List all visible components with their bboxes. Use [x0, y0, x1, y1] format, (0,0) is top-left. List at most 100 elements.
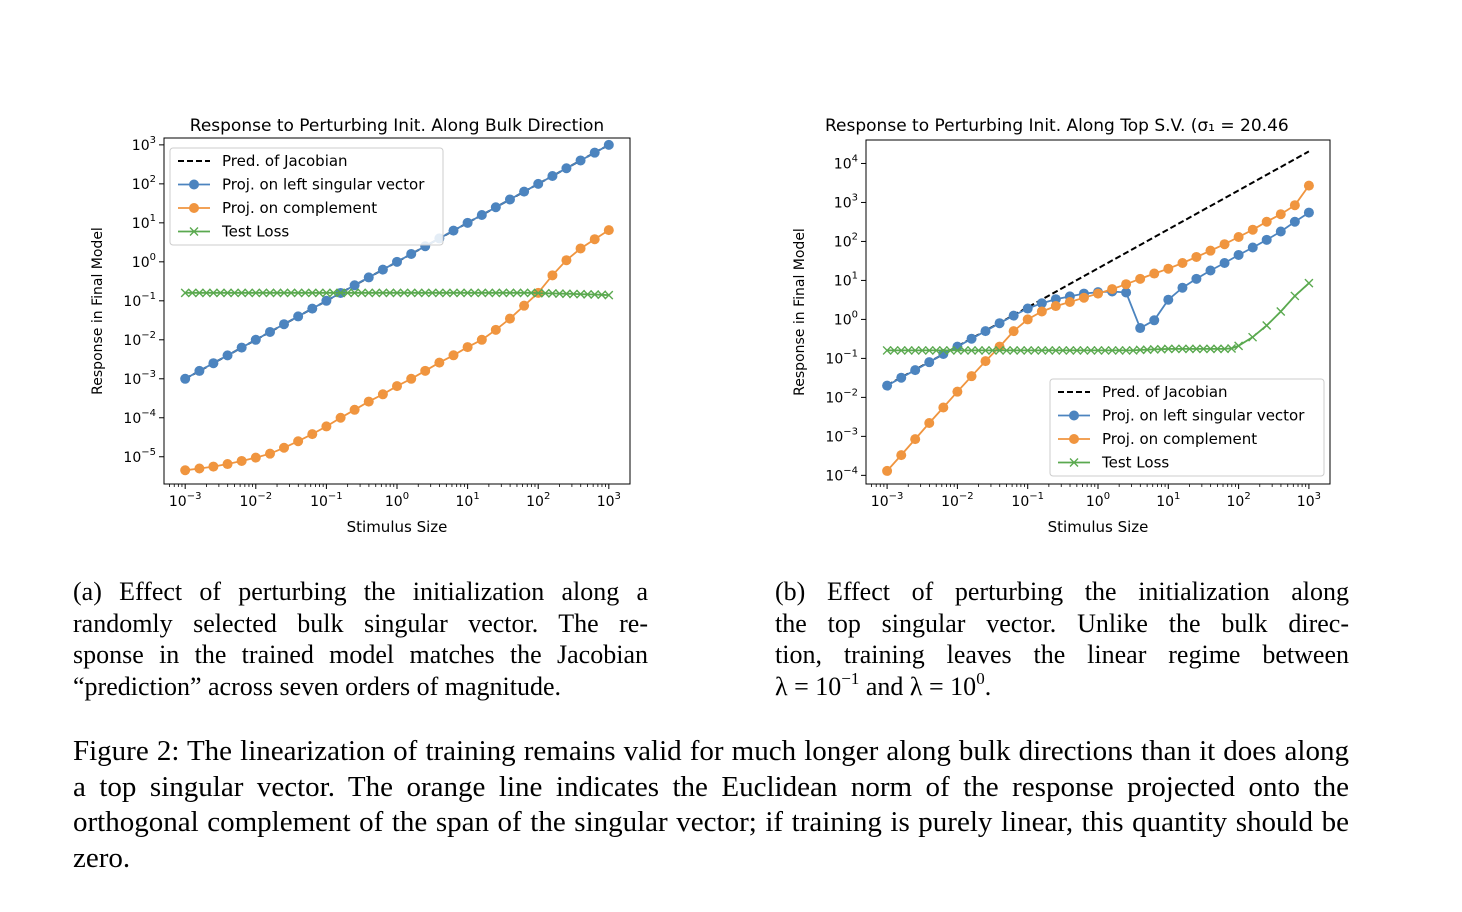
series-proj-on-complement-point — [1233, 231, 1244, 242]
series-test-loss-point — [512, 288, 522, 298]
series-test-loss-point — [1177, 344, 1187, 354]
series-proj-on-complement-point — [1261, 216, 1272, 227]
plot-frame — [865, 139, 1331, 485]
series-proj-on-complement-point — [1022, 314, 1033, 325]
series-test-loss-point — [1128, 345, 1138, 355]
series-proj-on-left-singular-vector-point — [406, 248, 417, 259]
caption-b-lambda-2: and λ = 10 — [859, 671, 977, 701]
series-proj-on-complement-point — [966, 371, 977, 382]
y-tick-label: 10−4 — [123, 408, 156, 427]
series-proj-on-complement-point — [1036, 306, 1047, 317]
caption-a-line: “prediction” across seven orders of magn… — [73, 671, 562, 701]
series-proj-on-complement-point — [293, 436, 304, 447]
caption-b: (b) Effect of perturbing the initializat… — [775, 576, 1349, 702]
series-proj-on-complement-point — [1205, 245, 1216, 256]
series-test-loss-point — [576, 289, 586, 299]
series-test-loss-point — [371, 288, 381, 298]
series-test-loss-point — [1016, 345, 1026, 355]
x-tick-label: 10−3 — [871, 491, 904, 510]
series-proj-on-left-singular-vector-point — [293, 311, 304, 322]
series-test-loss-point — [1065, 345, 1075, 355]
caption-a-line: (a) Effect of perturbing the initializat… — [73, 577, 648, 606]
series-test-loss-point — [399, 288, 409, 298]
series-proj-on-complement-point — [980, 356, 991, 367]
series-test-loss-point — [215, 288, 225, 298]
y-tick-label: 10−5 — [123, 447, 156, 466]
x-tick-label: 102 — [1227, 491, 1251, 510]
x-tick-label: 102 — [526, 491, 550, 510]
series-test-loss-point — [279, 288, 289, 298]
y-tick-label: 100 — [834, 309, 858, 328]
legend-key-marker — [1069, 410, 1079, 421]
series-test-loss-point — [434, 288, 444, 298]
series-test-loss-point — [258, 288, 268, 298]
series-test-loss-point — [1051, 345, 1061, 355]
series-test-loss-point — [1205, 344, 1215, 354]
series-test-loss-point — [265, 288, 275, 298]
series-test-loss-point — [1170, 344, 1180, 354]
series-proj-on-complement-point — [1064, 296, 1075, 307]
series-proj-on-complement-point — [519, 300, 530, 311]
series-proj-on-complement-point — [924, 418, 935, 429]
figure-caption: Figure 2: The linearization of training … — [73, 735, 1349, 874]
series-proj-on-left-singular-vector-point — [1149, 315, 1160, 326]
legend-label: Test Loss — [221, 223, 289, 241]
series-proj-on-complement-point — [1121, 279, 1132, 290]
series-proj-on-left-singular-vector-point — [1191, 273, 1202, 284]
series-test-loss-point — [448, 288, 458, 298]
chart-title: Response to Perturbing Init. Along Bulk … — [190, 116, 604, 136]
series-proj-on-complement-point — [279, 442, 290, 453]
series-test-loss-point — [1156, 344, 1166, 354]
series-test-loss-point — [1072, 345, 1082, 355]
series-proj-on-left-singular-vector-point — [1219, 257, 1230, 268]
y-tick-label: 10−3 — [123, 369, 156, 388]
x-tick-label: 103 — [1297, 491, 1321, 510]
series-proj-on-left-singular-vector-point — [1303, 207, 1314, 218]
series-test-loss-point — [1184, 344, 1194, 354]
series-test-loss-point — [547, 288, 557, 298]
series-test-loss-point — [1058, 345, 1068, 355]
series-test-loss-point — [272, 288, 282, 298]
series-test-loss-point — [1044, 345, 1054, 355]
series-proj-on-left-singular-vector-point — [476, 209, 487, 220]
series-test-loss-point — [427, 288, 437, 298]
series-test-loss-point — [1227, 343, 1237, 353]
series-proj-on-complement-point — [420, 365, 431, 376]
y-tick-label: 10−4 — [825, 465, 858, 484]
series-test-loss-point — [995, 345, 1005, 355]
series-test-loss-point — [554, 289, 564, 299]
x-tick-label: 10−2 — [239, 491, 272, 510]
series-proj-on-left-singular-vector-point — [952, 341, 963, 352]
x-tick-label: 10−3 — [169, 491, 202, 510]
series-test-loss-point — [945, 345, 955, 355]
series-test-loss-point — [286, 288, 296, 298]
legend-key-marker — [1069, 458, 1079, 467]
legend-box — [1049, 378, 1325, 477]
legend-label: Proj. on complement — [222, 199, 377, 217]
series-test-loss-point — [293, 288, 303, 298]
series-proj-on-complement-point — [307, 429, 318, 440]
series-test-loss-point — [967, 345, 977, 355]
series-test-loss-point — [1093, 345, 1103, 355]
series-test-loss-point — [385, 288, 395, 298]
series-proj-on-complement-point — [349, 404, 360, 415]
y-tick-label: 10−3 — [825, 426, 858, 445]
series-test-loss-point — [1262, 320, 1272, 330]
x-tick-label: 101 — [456, 491, 480, 510]
series-proj-on-left-singular-vector-point — [924, 357, 935, 368]
y-axis-label: Response in Final Model — [90, 227, 106, 395]
series-proj-on-left-singular-vector-point — [938, 348, 949, 359]
chart-title: Response to Perturbing Init. Along Top S… — [825, 116, 1289, 136]
series-proj-on-left-singular-vector-point — [377, 264, 388, 275]
series-test-loss-point — [328, 288, 338, 298]
series-proj-on-complement-point — [603, 225, 614, 236]
y-tick-label: 102 — [834, 231, 858, 250]
legend-box — [169, 147, 444, 246]
series-proj-on-left-singular-vector-point — [448, 225, 459, 236]
series-test-loss-point — [910, 345, 920, 355]
series-proj-on-complement-point — [547, 270, 558, 281]
series-test-loss-point — [1009, 345, 1019, 355]
series-test-loss-point — [1037, 345, 1047, 355]
series-proj-on-complement-point — [910, 434, 921, 445]
series-proj-on-left-singular-vector-point — [222, 350, 233, 361]
